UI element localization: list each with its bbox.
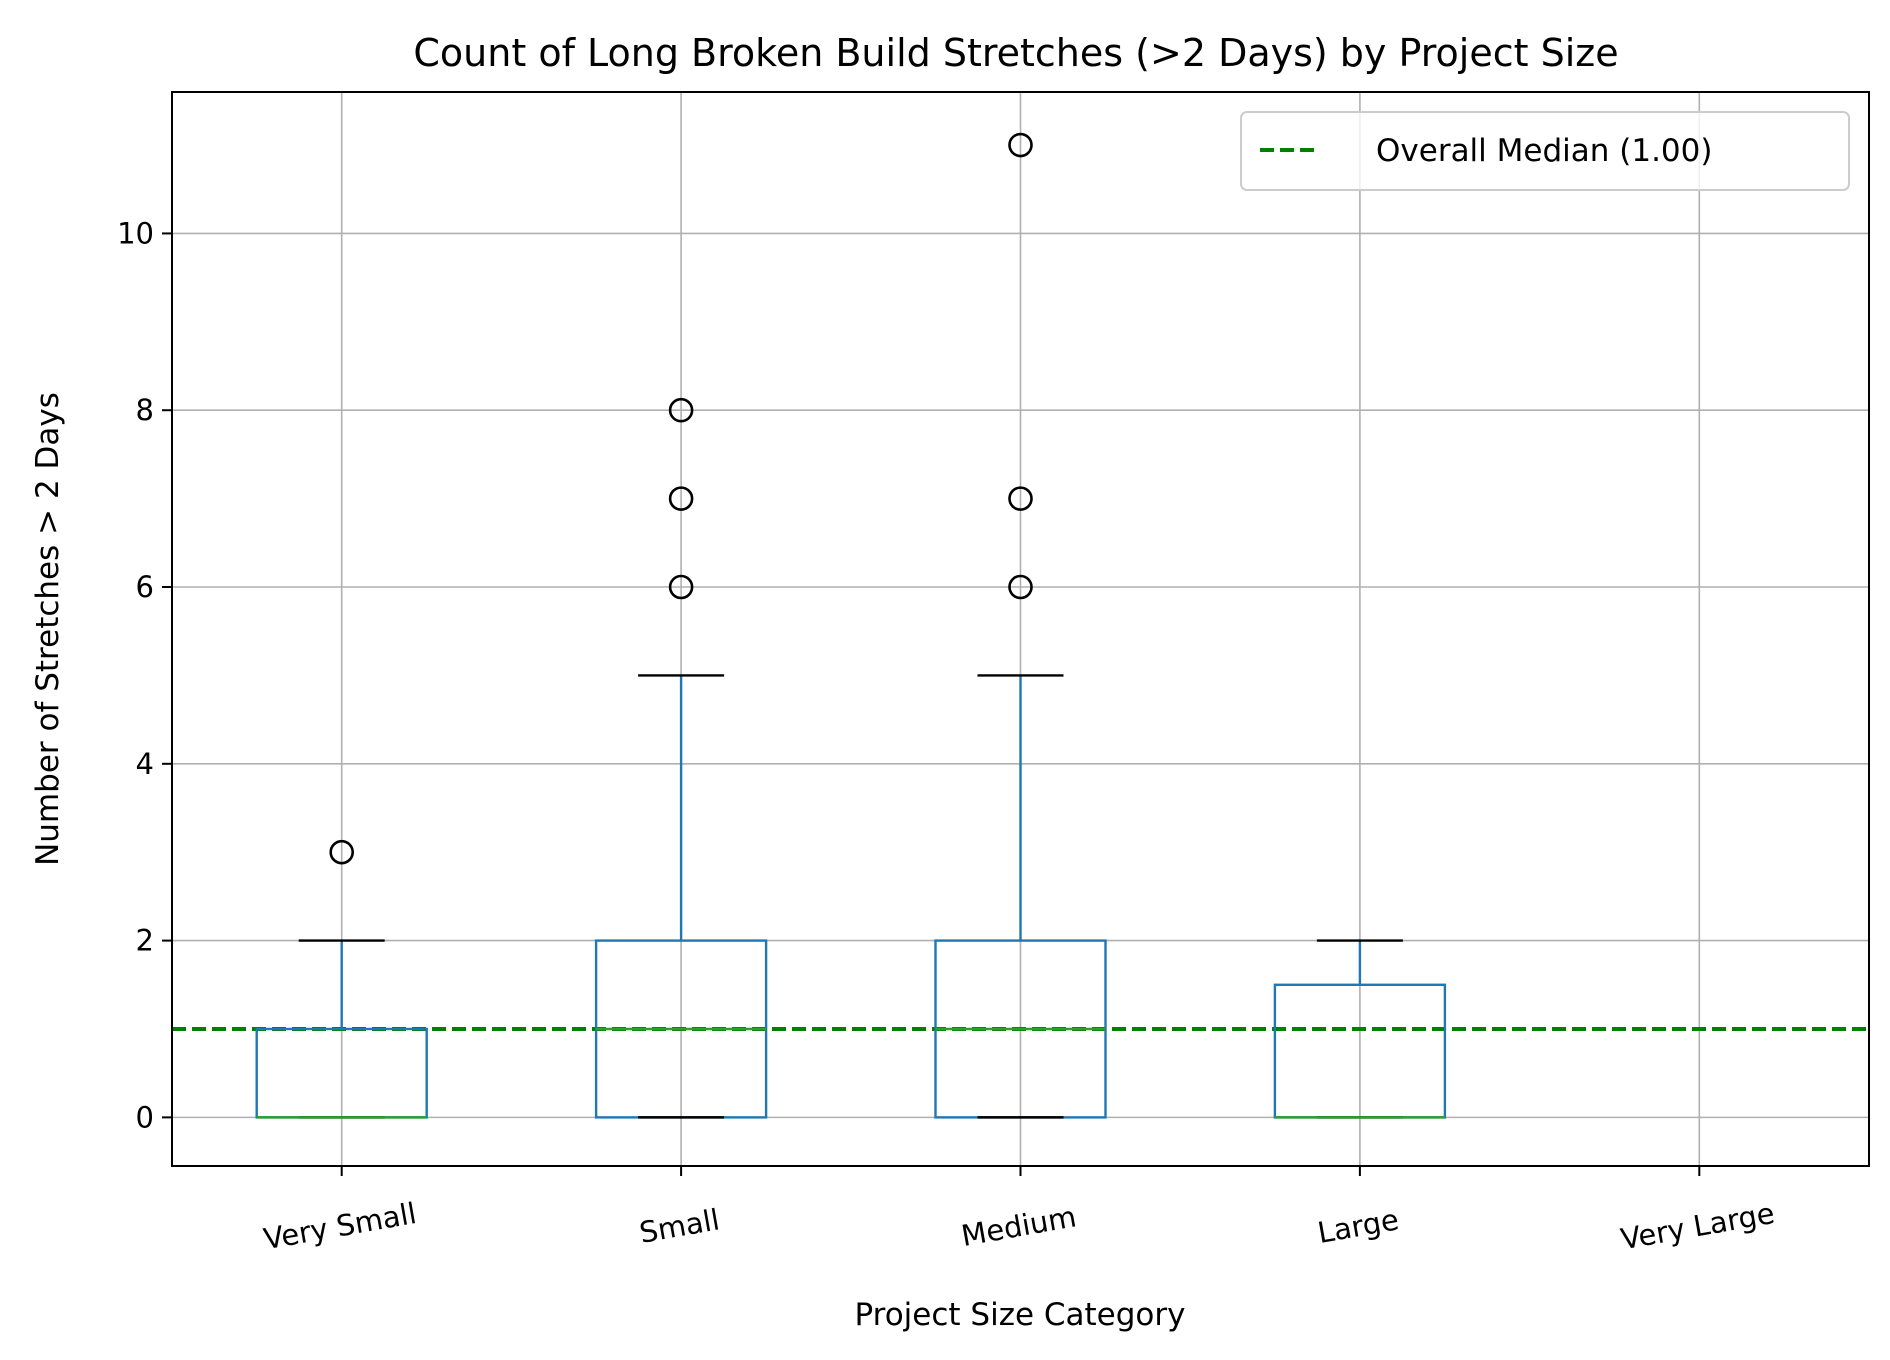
grid-lines <box>172 92 1869 1166</box>
outlier-point <box>668 486 694 511</box>
outlier-point <box>668 574 694 600</box>
y-axis-title: Number of Stretches > 2 Days <box>30 392 66 866</box>
x-tick-label: Medium <box>959 1199 1079 1253</box>
y-tick-label: 6 <box>136 570 154 604</box>
box-group <box>934 132 1107 1119</box>
x-tick-label: Large <box>1315 1202 1401 1250</box>
box-group <box>1273 939 1447 1119</box>
legend-box <box>1240 111 1850 191</box>
legend-label: Overall Median (1.00) <box>1376 133 1712 169</box>
axes-layer: 0 2 4 6 8 10 Very Small Small Medium Large Very La… <box>117 216 1777 1256</box>
outlier-point <box>329 839 355 865</box>
box-group <box>255 839 428 1119</box>
boxes-layer <box>255 132 1447 1119</box>
x-tick-label: Very Small <box>261 1196 419 1256</box>
outlier-point <box>1008 132 1033 158</box>
y-tick-label: 4 <box>136 747 154 781</box>
y-tick-label: 2 <box>136 924 154 958</box>
legend: Overall Median (1.00) <box>1240 111 1850 191</box>
outlier-point <box>1008 574 1033 600</box>
y-tick-label: 0 <box>136 1100 154 1134</box>
x-axis-title: Project Size Category <box>854 1297 1185 1333</box>
outlier-point <box>668 397 694 423</box>
outlier-point <box>1008 486 1033 511</box>
x-tick-label: Small <box>637 1202 722 1249</box>
box-group <box>594 397 768 1119</box>
chart-title: Count of Long Broken Build Stretches (>2… <box>413 31 1618 75</box>
y-tick-label: 10 <box>117 216 154 250</box>
x-tick-label: Very Large <box>1618 1196 1777 1256</box>
y-tick-label: 8 <box>136 393 154 427</box>
